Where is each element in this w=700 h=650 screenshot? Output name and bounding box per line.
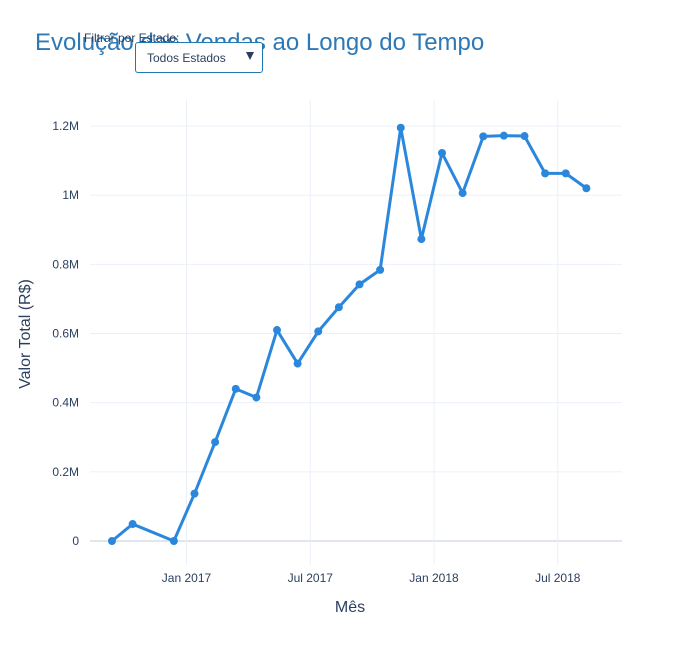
data-point: [582, 184, 591, 193]
data-point: [314, 327, 323, 336]
data-point: [252, 393, 261, 402]
data-point: [108, 537, 116, 545]
dropdown-selected-value: Todos Estados: [147, 50, 226, 65]
data-point: [293, 359, 302, 368]
y-tick-label: 0.2M: [52, 465, 79, 479]
data-point: [479, 132, 488, 141]
series-line: [111, 126, 588, 543]
data-point: [169, 537, 178, 545]
x-tick-label: Jul 2018: [535, 571, 581, 585]
y-axis-title: Valor Total (R$): [17, 279, 34, 389]
data-point: [190, 489, 199, 498]
data-point: [561, 169, 570, 178]
data-point: [273, 326, 281, 335]
y-tick-label: 0.4M: [52, 396, 79, 410]
x-axis-title: Mês: [335, 599, 365, 616]
dropdown-arrow-icon: [246, 52, 254, 60]
data-point: [520, 132, 529, 141]
x-tick-label: Jan 2017: [162, 571, 212, 585]
y-tick-label: 0.6M: [52, 327, 79, 341]
filter-label: Filtrar por Estado:: [84, 31, 180, 45]
data-point: [499, 131, 508, 140]
y-tick-label: 1.2M: [52, 119, 79, 133]
data-point: [231, 384, 240, 393]
y-tick-label: 0: [72, 534, 79, 548]
data-point: [396, 123, 405, 132]
data-point: [438, 148, 446, 157]
data-point: [334, 303, 343, 312]
data-point: [128, 520, 137, 529]
data-point: [376, 265, 385, 274]
data-point: [211, 438, 220, 447]
data-point: [541, 169, 550, 178]
data-point: [355, 280, 364, 289]
x-tick-label: Jul 2017: [288, 571, 334, 585]
y-tick-label: 1M: [62, 188, 79, 202]
y-tick-label: 0.8M: [52, 257, 79, 271]
x-tick-label: Jan 2018: [409, 571, 459, 585]
data-point: [417, 235, 426, 244]
data-point: [458, 189, 467, 198]
state-filter-dropdown[interactable]: Todos Estados: [135, 42, 263, 73]
